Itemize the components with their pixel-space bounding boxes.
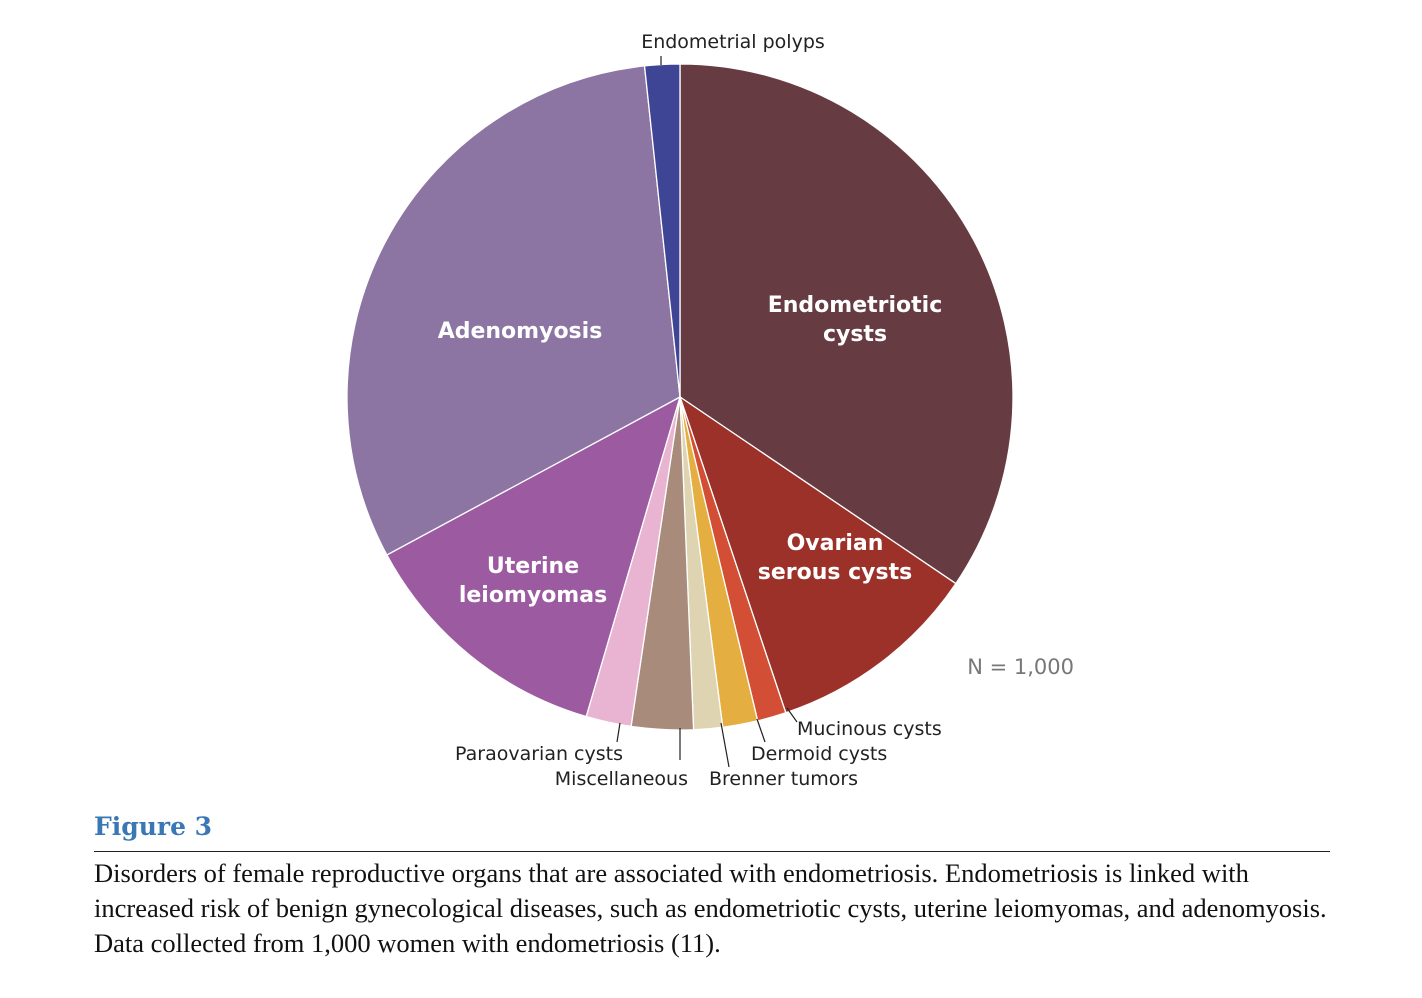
slice-label: Adenomyosis — [438, 319, 603, 344]
leader-line — [756, 718, 766, 743]
figure-caption: Disorders of female reproductive organs … — [94, 858, 1327, 958]
slice-label: Mucinous cysts — [797, 718, 942, 740]
slice-label: Brenner tumors — [709, 768, 858, 790]
pie-chart: Endometriotic cysts Ovarian serous cysts Ute… — [346, 31, 1074, 790]
pie-slice-uterine-leiomyomas — [385, 395, 682, 718]
leader-line — [786, 707, 798, 723]
sample-size-note: N = 1,000 — [967, 655, 1074, 679]
leader-line — [616, 722, 621, 743]
slice-label: Endometrial polyps — [641, 31, 825, 53]
slice-label: Ovarian serous cysts — [758, 531, 912, 585]
pie-slice-endometrial-polyps — [643, 63, 681, 398]
slice-label: Dermoid cysts — [751, 743, 887, 765]
leader-line — [720, 722, 730, 768]
slice-label: Miscellaneous — [555, 768, 688, 790]
slice-label: Endometriotic cysts — [768, 293, 943, 347]
slice-label: Paraovarian cysts — [455, 743, 623, 765]
pie-slice-adenomyosis — [346, 65, 681, 556]
slice-label: Uterine leiomyomas — [459, 554, 607, 608]
figure-label: Figure 3 — [94, 812, 213, 841]
pie-slice-endometriotic-cysts — [679, 63, 1014, 585]
pie-slice-ovarian-serous-cysts — [678, 395, 957, 714]
figure-divider — [94, 851, 1330, 852]
